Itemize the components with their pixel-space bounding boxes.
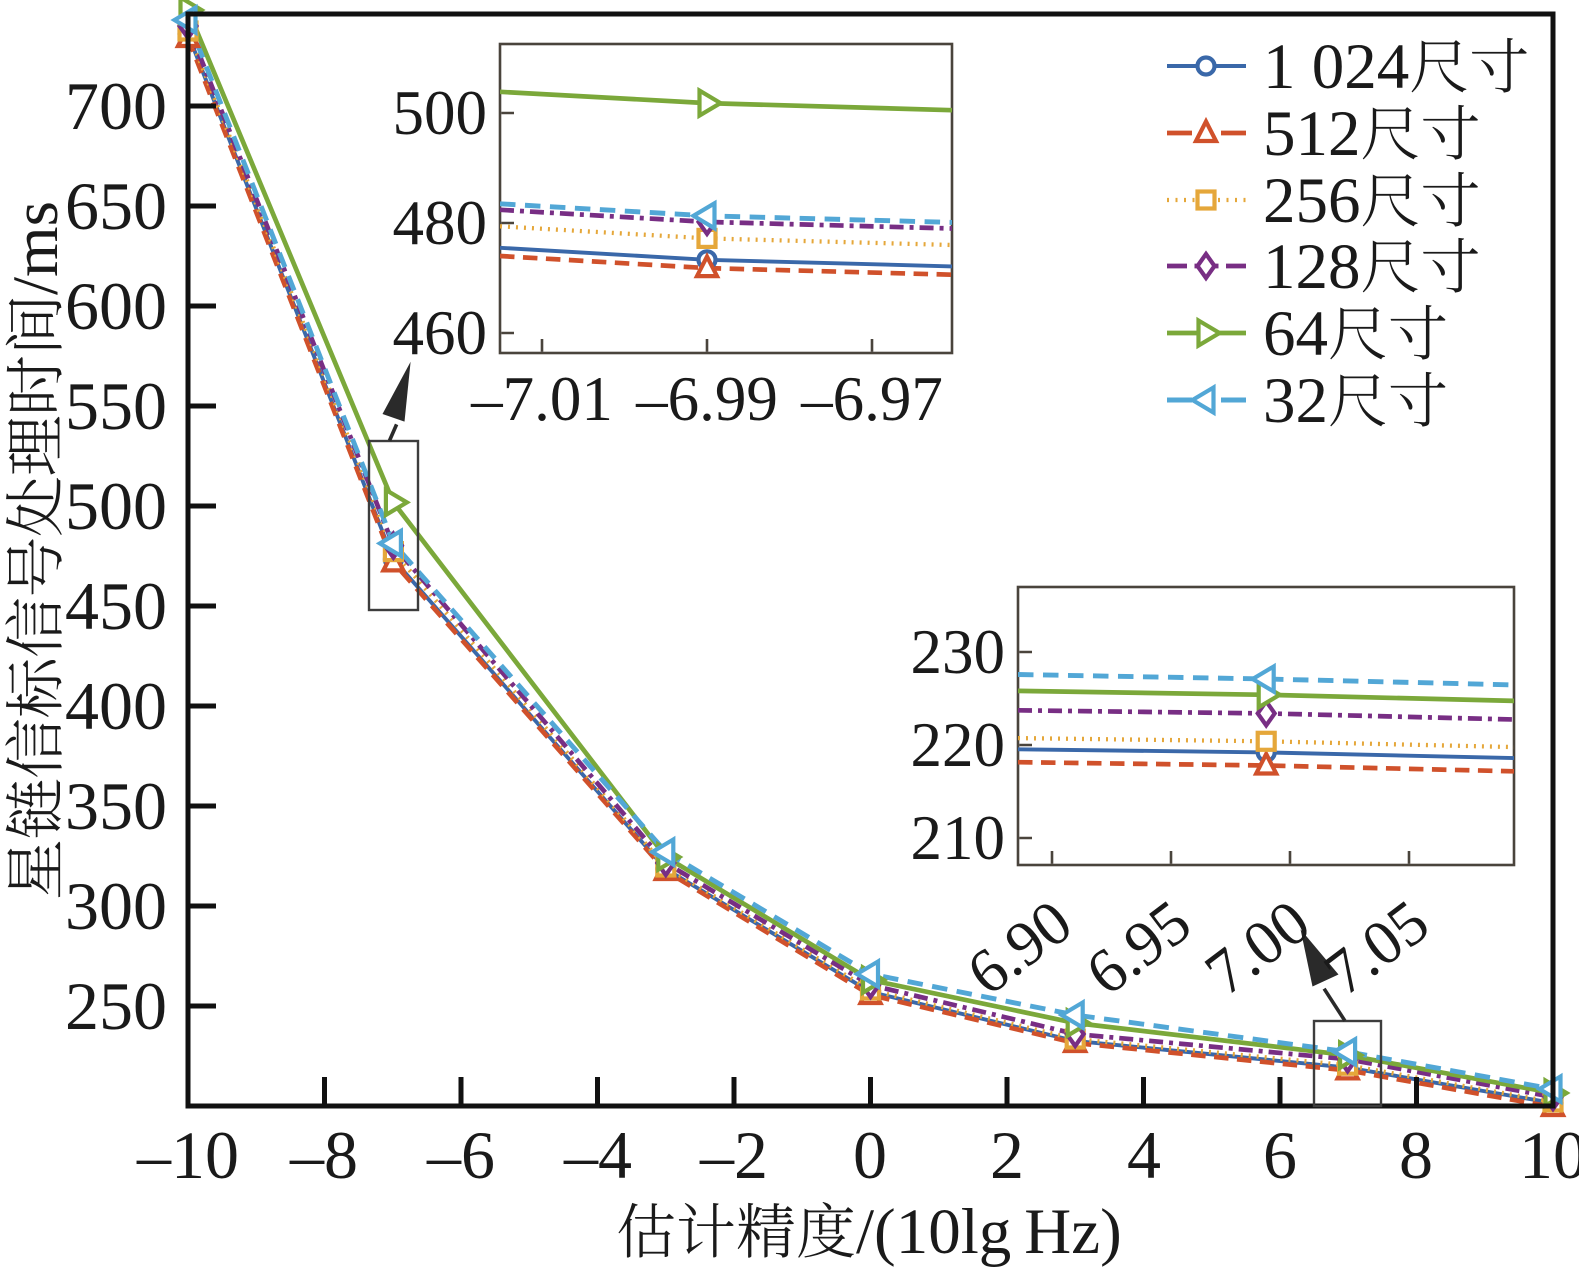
svg-text:600: 600 <box>65 268 167 344</box>
svg-text:4: 4 <box>1127 1117 1161 1193</box>
svg-text:256: 256 <box>1263 165 1361 237</box>
svg-text:480: 480 <box>393 188 488 258</box>
svg-text:650: 650 <box>65 168 167 244</box>
svg-text:460: 460 <box>393 298 488 368</box>
svg-text:2: 2 <box>990 1117 1024 1193</box>
svg-text:–4: –4 <box>563 1117 632 1193</box>
svg-text:–8: –8 <box>289 1117 358 1193</box>
svg-text:500: 500 <box>393 78 488 148</box>
svg-text:700: 700 <box>65 68 167 144</box>
svg-text:400: 400 <box>65 668 167 744</box>
svg-text:–6.97: –6.97 <box>800 364 943 434</box>
svg-text:1 024: 1 024 <box>1263 31 1409 103</box>
svg-text:450: 450 <box>65 568 167 644</box>
svg-text:–7.01: –7.01 <box>470 364 613 434</box>
svg-text:128: 128 <box>1263 231 1361 303</box>
svg-text:550: 550 <box>65 368 167 444</box>
svg-text:350: 350 <box>65 768 167 844</box>
svg-text:220: 220 <box>911 710 1006 780</box>
svg-text:0: 0 <box>853 1117 887 1193</box>
svg-text:32: 32 <box>1263 365 1328 437</box>
svg-text:–2: –2 <box>699 1117 768 1193</box>
svg-text:–6: –6 <box>426 1117 495 1193</box>
svg-text:10: 10 <box>1519 1117 1579 1193</box>
svg-text:/ms: /ms <box>0 201 72 295</box>
svg-text:64: 64 <box>1263 298 1328 370</box>
svg-text:210: 210 <box>911 803 1006 873</box>
svg-text:230: 230 <box>911 617 1006 687</box>
svg-text:300: 300 <box>65 868 167 944</box>
svg-text:–10: –10 <box>136 1117 239 1193</box>
svg-text:/(10lg Hz): /(10lg Hz) <box>856 1196 1122 1268</box>
svg-text:6: 6 <box>1263 1117 1297 1193</box>
svg-text:8: 8 <box>1399 1117 1433 1193</box>
svg-text:512: 512 <box>1263 98 1361 170</box>
svg-text:–6.99: –6.99 <box>635 364 778 434</box>
svg-text:250: 250 <box>65 968 167 1044</box>
svg-text:500: 500 <box>65 468 167 544</box>
